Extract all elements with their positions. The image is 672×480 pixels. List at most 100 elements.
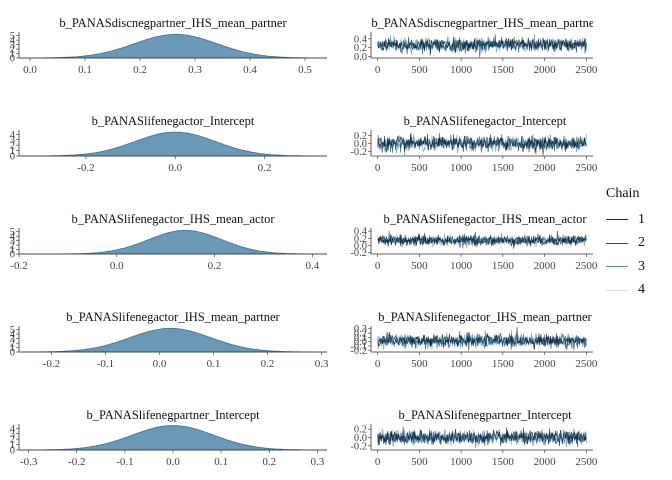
- x-tick-label: 500: [411, 358, 428, 370]
- x-tick-label: -0.2: [43, 358, 60, 370]
- x-tick-label: 1500: [492, 260, 515, 272]
- legend-item-chain-3: 3: [606, 255, 668, 279]
- y-tick-label: 4: [10, 36, 16, 47]
- y-tick-label: -0.2: [350, 346, 367, 357]
- x-tick-label: 0.0: [23, 64, 37, 76]
- y-tick-label: 0.4: [354, 34, 368, 45]
- trace-panel-4: b_PANASlifenegactor_IHS_mean_partner -0.2…: [350, 310, 597, 370]
- x-tick-label: 2000: [534, 64, 557, 76]
- x-tick-label: 0.2: [262, 456, 276, 468]
- chain-1-trace: [377, 36, 587, 55]
- x-tick-label: 1000: [450, 358, 473, 370]
- x-tick-label: -0.2: [68, 456, 85, 468]
- x-tick-label: 0: [375, 162, 381, 174]
- y-tick-label: 2: [10, 45, 15, 56]
- x-tick-label: 0.2: [261, 358, 275, 370]
- y-tick-label: 0.2: [354, 329, 367, 340]
- y-tick-label: 0.2: [354, 425, 367, 436]
- x-tick-label: 2000: [534, 358, 557, 370]
- chain-1-trace: [377, 233, 587, 249]
- x-tick-label: -0.2: [77, 162, 94, 174]
- legend-key-line: [606, 289, 628, 291]
- y-tick-label: 1: [10, 245, 15, 256]
- density-panel-4: b_PANASlifenegactor_IHS_mean_partner 0123…: [10, 310, 329, 370]
- x-tick-label: 0.1: [214, 456, 228, 468]
- trace-panel-5: b_PANASlifenegpartner_Intercept -0.20.00.…: [350, 408, 597, 468]
- x-tick-label: -0.1: [116, 456, 133, 468]
- y-tick-label: 4: [10, 232, 16, 243]
- panel-title: b_PANASlifenegpartner_Intercept: [86, 408, 260, 422]
- y-tick-label: 1: [10, 49, 15, 60]
- y-tick-label: 0.1: [354, 333, 367, 344]
- y-tick-label: 0.0: [354, 139, 367, 150]
- y-tick-label: 0.0: [354, 433, 367, 444]
- x-tick-label: 0.4: [305, 260, 319, 272]
- x-tick-label: 1500: [492, 162, 515, 174]
- x-tick-label: 0.2: [208, 260, 222, 272]
- y-tick-label: 0.2: [354, 234, 367, 245]
- legend-key-line: [606, 266, 628, 268]
- chain-1-trace: [377, 133, 587, 156]
- x-tick-label: 500: [411, 260, 428, 272]
- x-tick-label: 2000: [534, 260, 557, 272]
- density-area: [19, 229, 327, 255]
- x-tick-label: 2500: [575, 162, 598, 174]
- x-tick-label: 0: [375, 64, 381, 76]
- y-tick-label: 0: [10, 250, 15, 261]
- y-tick-label: 3: [10, 429, 15, 440]
- legend-key-line: [606, 219, 628, 221]
- x-tick-label: 500: [411, 64, 428, 76]
- x-tick-label: 2000: [534, 456, 557, 468]
- x-tick-label: 2000: [534, 162, 557, 174]
- x-tick-label: 0.0: [110, 260, 124, 272]
- panel-title: b_PANASdiscnegpartner_IHS_mean_partner: [371, 16, 599, 30]
- y-tick-label: 0.2: [354, 131, 367, 142]
- x-tick-label: 0.0: [153, 358, 167, 370]
- y-tick-label: 5: [10, 31, 15, 42]
- y-tick-label: 2: [10, 339, 15, 350]
- x-tick-label: 1500: [492, 64, 515, 76]
- x-tick-label: -0.3: [20, 456, 38, 468]
- legend-item-chain-4: 4: [606, 279, 668, 303]
- x-tick-label: 1000: [450, 260, 473, 272]
- panel-title: b_PANASdiscnegpartner_IHS_mean_partner: [59, 16, 287, 30]
- panel-title: b_PANASlifenegpartner_Intercept: [398, 408, 572, 422]
- y-tick-label: -0.2: [350, 441, 367, 452]
- y-tick-label: 2: [10, 435, 15, 446]
- legend-title: Chain: [606, 186, 640, 201]
- y-tick-label: -0.1: [350, 341, 367, 352]
- y-tick-label: 0: [10, 54, 15, 65]
- y-tick-label: 4: [10, 424, 16, 435]
- chain-1-trace: [377, 327, 587, 351]
- chain-legend: Chain 1 2 3 4: [606, 186, 668, 302]
- x-tick-label: 2500: [575, 64, 598, 76]
- y-tick-label: 5: [10, 227, 15, 238]
- x-tick-label: 1000: [450, 64, 473, 76]
- x-tick-label: 0: [375, 358, 381, 370]
- y-tick-label: 0: [10, 152, 15, 163]
- panel-title: b_PANASlifenegactor_Intercept: [404, 114, 567, 128]
- x-tick-label: 500: [411, 162, 428, 174]
- panel-title: b_PANASlifenegactor_IHS_mean_actor: [384, 212, 588, 226]
- y-tick-label: 4: [10, 330, 16, 341]
- x-tick-label: 1500: [492, 358, 515, 370]
- x-tick-label: 0.2: [258, 162, 272, 174]
- trace-panel-1: b_PANASdiscnegpartner_IHS_mean_partner0.…: [354, 16, 599, 76]
- x-tick-label: 1000: [450, 162, 473, 174]
- trace-panel-3: b_PANASlifenegactor_IHS_mean_actor-0.20.…: [350, 212, 597, 272]
- x-tick-label: 2500: [575, 358, 598, 370]
- trace-panel-2: b_PANASlifenegactor_Intercept -0.20.00.2 0…: [350, 114, 597, 174]
- panel-title: b_PANASlifenegactor_IHS_mean_actor: [72, 212, 276, 226]
- panel-title: b_PANASlifenegactor_IHS_mean_partner: [378, 310, 592, 324]
- x-tick-label: 0.0: [168, 162, 182, 174]
- y-tick-label: 1: [10, 440, 15, 451]
- y-tick-label: 0.2: [354, 43, 367, 54]
- density-area: [19, 425, 327, 451]
- y-tick-label: 0.0: [354, 337, 367, 348]
- y-tick-label: 2: [10, 241, 15, 252]
- density-area: [19, 327, 327, 353]
- y-tick-label: -0.2: [350, 147, 367, 158]
- x-tick-label: 2500: [575, 456, 598, 468]
